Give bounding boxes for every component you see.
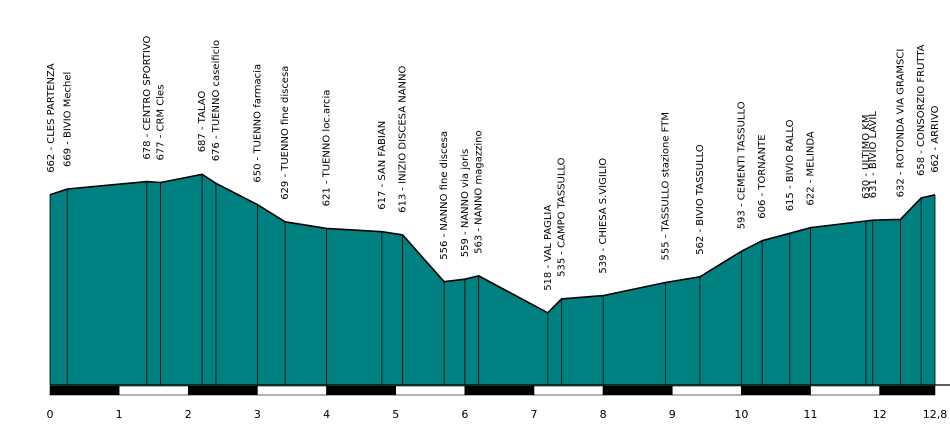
scale-segment-6 xyxy=(464,385,535,396)
waypoint-label-18: 562 - BIVIO TASSULLO xyxy=(695,144,706,255)
scale-segment-1 xyxy=(118,385,189,396)
waypoint-label-16: 539 - CHIESA S.VIGILIO xyxy=(598,158,609,274)
x-tick-label-5: 5 xyxy=(392,408,399,421)
scale-segment-5 xyxy=(395,385,466,396)
waypoint-label-10: 613 - INIZIO DISCESA NANNO xyxy=(398,65,409,212)
waypoint-label-17: 555 - TASSULLO stazione FTM xyxy=(660,112,671,260)
scale-segment-3 xyxy=(257,385,327,396)
scale-segment-7 xyxy=(533,385,604,396)
waypoint-label-21: 615 - BIVIO RALLO xyxy=(785,119,796,211)
scale-segment-9 xyxy=(671,385,742,396)
scale-segment-4 xyxy=(326,385,397,396)
waypoint-label-1: 669 - BIVIO Mechel xyxy=(62,72,73,167)
x-tick-label-6: 6 xyxy=(461,408,468,421)
waypoint-label-0: 662 - CLES PARTENZA xyxy=(46,63,57,173)
x-tick-label-2: 2 xyxy=(185,408,192,421)
waypoint-label-7: 629 - TUENNO fine discesa xyxy=(280,66,291,200)
waypoint-label-24: 631 - BIVIO LAVIL xyxy=(868,111,879,198)
waypoint-label-11: 556 - NANNO fine discesa xyxy=(439,131,450,260)
profile-area-layer xyxy=(49,173,950,386)
waypoint-label-3: 677 - CRM Cles xyxy=(156,85,167,161)
elevation-area xyxy=(50,174,935,385)
waypoint-label-9: 617 - SAN FABIAN xyxy=(377,121,388,210)
distance-scale-bar xyxy=(49,385,936,396)
x-tick-label-11: 11 xyxy=(804,408,818,421)
x-tick-label-4: 4 xyxy=(323,408,330,421)
waypoint-label-27: 662 - ARRIVO xyxy=(930,105,941,172)
x-tick-labels: 0 1 2 3 4 5 6 7 8 9 10 11 12 12,8 xyxy=(47,408,948,421)
x-tick-label-3: 3 xyxy=(254,408,261,421)
waypoint-label-25: 632 - ROTONDA VIA GRAMSCI xyxy=(895,49,906,198)
waypoint-label-6: 650 - TUENNO farmacia xyxy=(252,64,263,183)
waypoint-label-23: 630 - ULTIMO KM xyxy=(861,115,872,200)
x-tick-label-1: 1 xyxy=(116,408,123,421)
waypoint-label-14: 518 - VAL PAGLIA xyxy=(543,205,554,291)
waypoint-label-8: 621 - TUENNO loc.arcia xyxy=(322,90,333,207)
x-tick-label-8: 8 xyxy=(600,408,607,421)
scale-segment-0 xyxy=(49,385,120,396)
waypoint-labels: 662 - CLES PARTENZA 669 - BIVIO Mechel 678… xyxy=(46,35,941,290)
waypoint-label-5: 676 - TUENNO caseificio xyxy=(211,40,222,161)
scale-segment-10 xyxy=(741,385,811,396)
x-tick-label-9: 9 xyxy=(669,408,676,421)
waypoint-label-12: 559 - NANNO via joris xyxy=(460,149,471,257)
elevation-line xyxy=(49,173,936,314)
waypoint-label-2: 678 - CENTRO SPORTIVO xyxy=(142,35,153,159)
waypoint-label-20: 606 - TORNANTE xyxy=(757,134,768,218)
scale-segment-8 xyxy=(602,385,673,396)
waypoint-label-26: 658 - CONSORZIO FRUTTA xyxy=(916,44,927,176)
scale-segment-11 xyxy=(810,385,880,396)
x-tick-label-10: 10 xyxy=(734,408,748,421)
x-tick-label-12: 12 xyxy=(873,408,887,421)
waypoint-label-4: 687 - TALAO xyxy=(197,91,208,153)
x-tick-label-0: 0 xyxy=(47,408,54,421)
waypoint-label-19: 593 - CEMENTI TASSULLO xyxy=(736,101,747,229)
waypoint-label-22: 622 - MELINDA xyxy=(806,131,817,206)
waypoint-label-13: 563 - NANNO magazzino xyxy=(474,130,485,253)
x-tick-label-13: 12,8 xyxy=(923,408,948,421)
scale-segment-12 xyxy=(879,385,936,396)
scale-segment-2 xyxy=(187,385,258,396)
x-tick-label-7: 7 xyxy=(530,408,537,421)
waypoint-label-15: 535 - CAMPO TASSULLO xyxy=(557,157,568,277)
